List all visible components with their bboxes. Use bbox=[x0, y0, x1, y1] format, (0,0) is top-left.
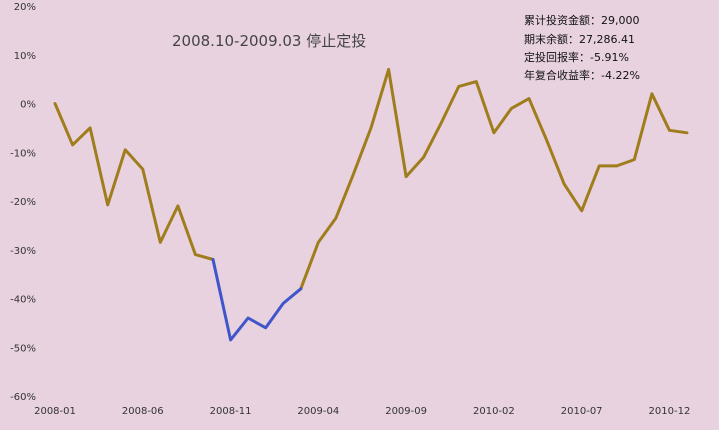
series-line-after-pause bbox=[299, 67, 689, 291]
x-tick-label: 2009-04 bbox=[297, 406, 339, 417]
x-tick-label: 2009-09 bbox=[385, 406, 427, 417]
x-tick-label: 2010-12 bbox=[649, 406, 691, 417]
x-axis-ticks: 2008-01 2008-06 2008-11 2009-04 2009-09 2010-… bbox=[34, 406, 690, 417]
x-tick-label: 2008-01 bbox=[34, 406, 76, 417]
y-tick-label: -30% bbox=[10, 246, 36, 257]
x-tick-label: 2008-11 bbox=[210, 406, 252, 417]
x-tick-label: 2010-02 bbox=[473, 406, 515, 417]
stat-total-invested: 累计投资金额：29,000 bbox=[524, 13, 640, 27]
y-tick-label: -50% bbox=[10, 343, 36, 354]
series-line-pause-period bbox=[211, 258, 303, 342]
series-lines bbox=[53, 67, 689, 342]
y-tick-label: 20% bbox=[14, 2, 36, 13]
y-tick-label: 0% bbox=[20, 100, 36, 111]
y-tick-label: -20% bbox=[10, 197, 36, 208]
stat-ending-balance: 期末余额：27,286.41 bbox=[524, 32, 635, 46]
x-tick-label: 2008-06 bbox=[122, 406, 164, 417]
annotation-title: 2008.10-2009.03 停止定投 bbox=[172, 32, 366, 50]
y-tick-label: -40% bbox=[10, 295, 36, 306]
stat-annual-return: 年复合收益率：-4.22% bbox=[524, 68, 640, 82]
x-tick-label: 2010-07 bbox=[561, 406, 603, 417]
series-line-before-pause bbox=[53, 102, 215, 261]
y-tick-label: -10% bbox=[10, 148, 36, 159]
stat-return-rate: 定投回报率：-5.91% bbox=[524, 50, 629, 64]
y-tick-label: -60% bbox=[10, 392, 36, 403]
y-tick-label: 10% bbox=[14, 51, 36, 62]
y-axis-ticks: 20% 10% 0% -10% -20% -30% -40% -50% -60% bbox=[10, 2, 36, 403]
